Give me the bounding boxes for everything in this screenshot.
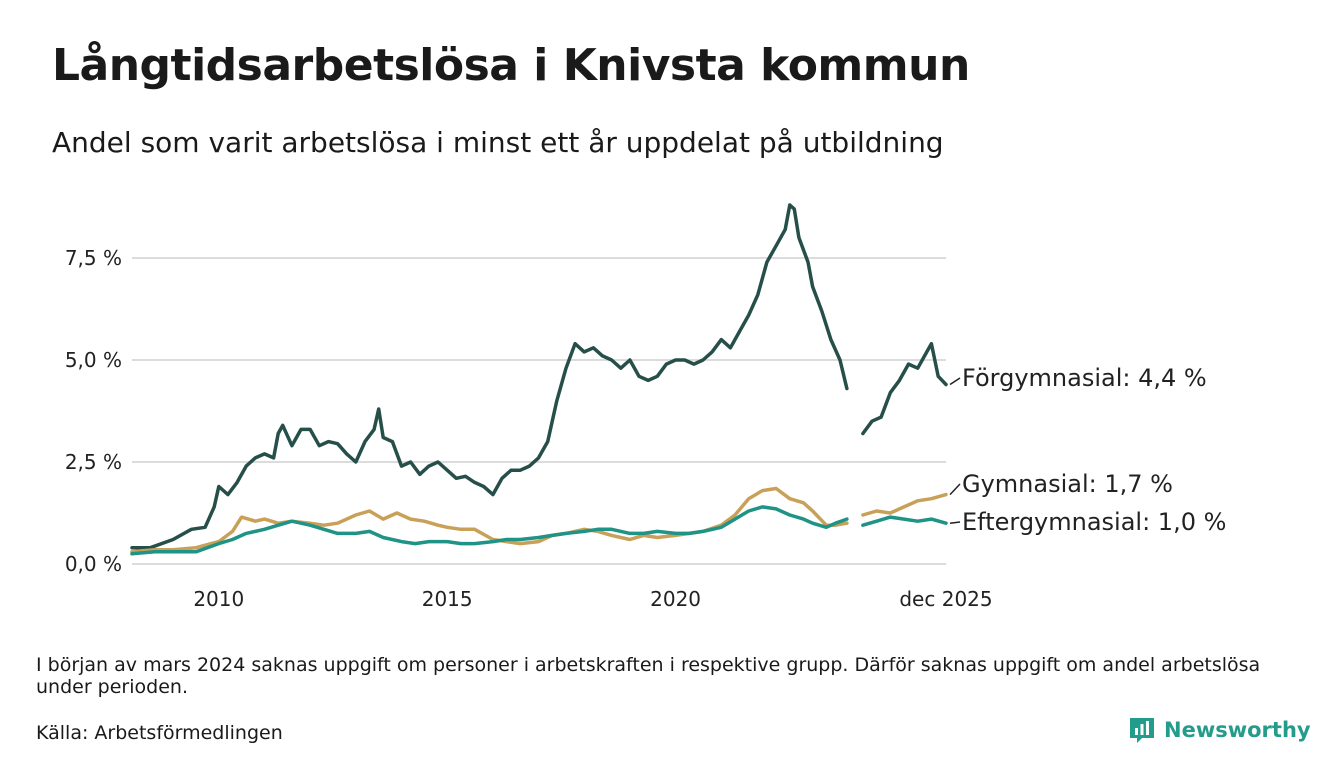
x-tick-label: dec 2025 [899,587,992,611]
series-end-label: Gymnasial: 1,7 % [962,470,1173,498]
chart-title: Långtidsarbetslösa i Knivsta kommun [52,40,970,91]
x-tick-label: 2010 [193,587,244,611]
y-tick-label: 7,5 % [65,246,122,270]
grid-lines [132,257,946,565]
x-tick-label: 2020 [650,587,701,611]
series-lines [130,203,948,556]
chart-subtitle: Andel som varit arbetslösa i minst ett å… [52,126,944,159]
label-connector [949,483,961,496]
series-labels: Förgymnasial: 4,4 % Gymnasial: 1,7 % Efter… [949,364,1226,536]
newsworthy-logo-icon [1130,718,1154,743]
x-tick-label: 2015 [422,587,473,611]
series-line-eftergymnasial [861,515,948,527]
series-line-förgymnasial [861,341,948,436]
y-tick-label: 2,5 % [65,450,122,474]
series-line-gymnasial [861,492,948,517]
y-axis: 0,0 % 2,5 % 5,0 % 7,5 % [65,246,122,576]
series-line-eftergymnasial [130,505,849,556]
series-end-label: Förgymnasial: 4,4 % [962,364,1207,392]
series-end-label: Eftergymnasial: 1,0 % [962,508,1226,536]
label-connector [949,521,961,524]
label-connector [949,377,961,386]
x-axis: 2010 2015 2020 dec 2025 [193,587,992,611]
footnote: I början av mars 2024 saknas uppgift om … [36,654,1261,698]
source-text: Källa: Arbetsförmedlingen [36,722,283,744]
brand-logo[interactable]: Newsworthy [1128,716,1311,744]
series-line-förgymnasial [130,203,849,550]
line-chart: 0,0 % 2,5 % 5,0 % 7,5 % 2010 2015 2020 dec 202… [65,203,1226,611]
y-tick-label: 5,0 % [65,348,122,372]
brand-name: Newsworthy [1164,718,1311,742]
y-tick-label: 0,0 % [65,552,122,576]
